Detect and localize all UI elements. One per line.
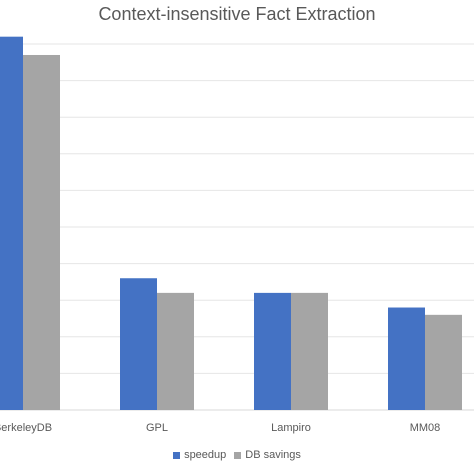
x-tick-label: GPL [146,422,168,434]
bar-db-savings-gpl [157,292,194,410]
legend-swatch [234,451,242,459]
bar-speedup-gpl [120,278,157,410]
x-tick-label: Lampiro [271,422,311,434]
bar-speedup-berkeleydb [0,36,23,411]
x-tick-label: MM08 [410,422,441,434]
bar-speedup-lampiro [254,292,291,410]
chart-title: Context-insensitive Fact Extraction [98,4,376,24]
legend-swatch [173,451,181,459]
legend-label: speedup [184,449,227,461]
legend-label: DB savings [245,449,301,461]
legend-item: DB savings [234,449,301,461]
bar-db-savings-berkeleydb [23,54,60,410]
legend-item: speedup [173,449,226,461]
legend: speedup DB savings [0,449,474,462]
bar-speedup-mm08 [388,307,425,410]
bar-db-savings-lampiro [291,292,328,410]
x-tick-label: BerkeleyDB [0,422,52,434]
bar-db-savings-mm08 [425,314,462,410]
